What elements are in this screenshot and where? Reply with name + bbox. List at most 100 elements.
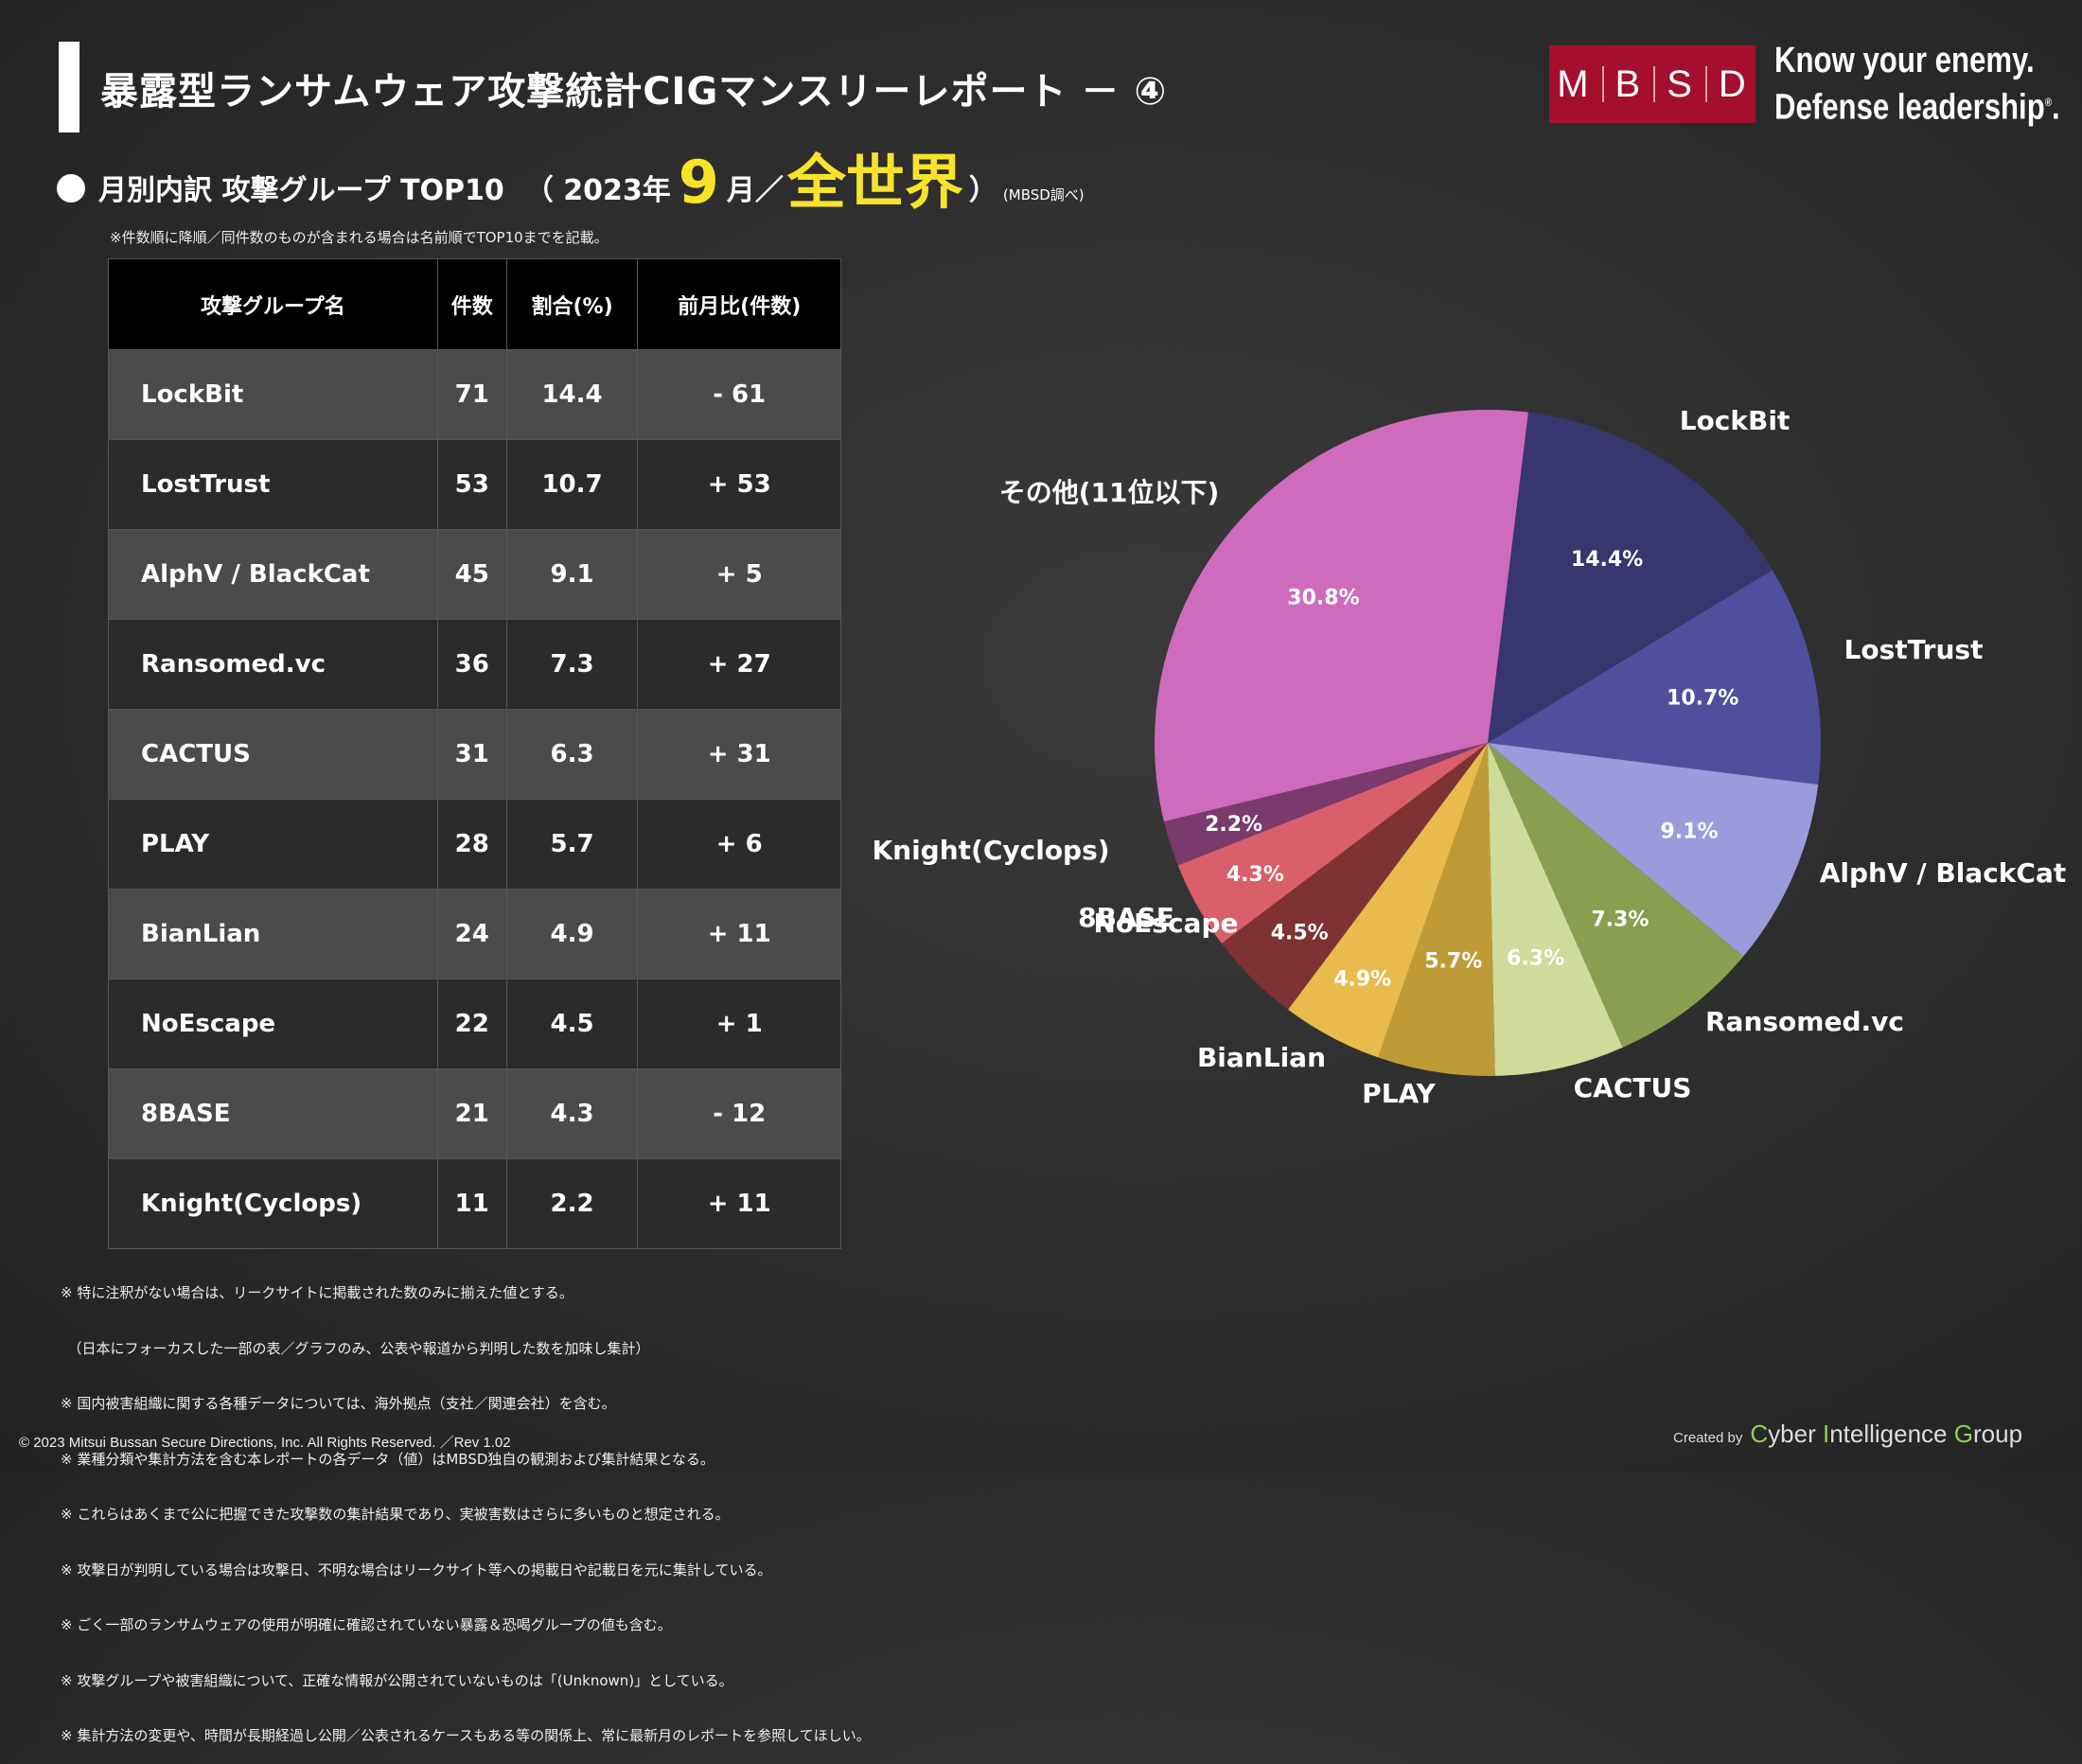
logo-separator [1704,66,1707,102]
pie-slice [1488,743,1819,957]
slice-percent-label: 4.9% [1333,968,1391,992]
cell-ratio: 4.5 [505,979,639,1069]
footnote: ※ ごく一部のランサムウェアの使用が明確に確認されていない暴露＆恐喝グループの値… [61,1616,672,1633]
slice-category-label: Ransomed.vc [1705,1006,1904,1037]
cell-count: 21 [436,1068,507,1159]
logo-letter: B [1614,62,1643,105]
cell-count: 45 [436,529,507,620]
table-row: PLAY 28 5.7 + 6 [108,799,841,890]
footnote: ※ 特に注釈がない場合は、リークサイトに掲載された数のみに揃えた値とする。 [61,1284,573,1301]
slice-percent-label: 9.1% [1661,820,1719,844]
pie-slice [1177,743,1488,944]
cell-ratio: 2.2 [505,1158,639,1249]
cell-ratio: 5.7 [505,799,639,890]
logo-letter: M [1557,62,1591,105]
cell-group-name: Knight(Cyclops) [108,1158,438,1249]
pie-slice [1221,743,1488,1010]
slice-percent-label: 6.3% [1507,947,1564,971]
tagline-line1: Know your enemy. [1774,41,2035,80]
slice-category-label: CACTUS [1574,1072,1692,1103]
title-accent-bar [59,42,79,132]
slice-category-label: NoEscape [1094,908,1239,939]
table-row: NoEscape 22 4.5 + 1 [108,979,841,1069]
slice-category-label: LockBit [1680,405,1791,436]
cell-group-name: BianLian [108,889,438,979]
cell-change: + 53 [637,439,841,530]
table-row: AlphV / BlackCat 45 9.1 + 5 [108,529,841,620]
slice-percent-label: 14.4% [1571,548,1643,572]
header-group-name: 攻撃グループ名 [108,258,438,350]
footnote: ※ これらはあくまで公に把握できた攻撃数の集計結果であり、実被害数はさらに多いも… [61,1506,730,1523]
cell-group-name: AlphV / BlackCat [108,529,438,620]
table-row: LockBit 71 14.4- 61 [108,349,841,440]
slice-category-label: BianLian [1197,1042,1326,1073]
cell-group-name: LostTrust [108,439,438,530]
cell-ratio: 9.1 [505,529,639,620]
table-header-row: 攻撃グループ名 件数 割合(%) 前月比(件数) [108,258,841,350]
subtitle-month-unit: 月／ [726,174,784,207]
cell-ratio: 14.4 [505,349,639,440]
subtitle-region: 全世界 [786,148,963,217]
pie-slice [1488,743,1744,1048]
subtitle-close: ） [968,174,997,207]
table-row: BianLian 24 4.9 + 11 [108,889,841,979]
pie-slice [1288,743,1488,1058]
cell-change: + 5 [637,529,841,620]
slice-category-label: 8BASE [1078,902,1174,933]
cell-count: 31 [436,709,507,800]
cell-change: + 1 [637,979,841,1069]
section-subtitle: 月別内訳 攻撃グループ TOP10 （ 2023年 9 月／ 全世界 ） (MB… [57,151,1085,214]
pie-slice [1488,412,1773,743]
pie-slice [1488,570,1821,785]
pie-chart: 14.4% 10.7% 9.1% 7.3% 6.3% 5.7% 4.9% 4.5% 4.3% 2.… [999,405,2067,1103]
table-row: Knight(Cyclops) 11 2.2 + 11 [108,1158,841,1249]
slice-category-label: AlphV / BlackCat [1820,857,2067,889]
cell-ratio: 7.3 [505,619,639,710]
subtitle-label: 月別内訳 攻撃グループ TOP10 [98,174,504,207]
cell-change: + 27 [637,619,841,710]
pie-slice [1155,410,1528,822]
header-ratio: 割合(%) [505,258,639,350]
copyright: © 2023 Mitsui Bussan Secure Directions, … [19,1435,511,1451]
logo-separator [1653,66,1656,102]
footnote: ※ 攻撃日が判明している場合は攻撃日、不明な場合はリークサイト等への掲載日や記載… [61,1561,772,1579]
footnote: （日本にフォーカスした一部の表／グラフのみ、公表や報道から判明した数を加味し集計… [61,1339,650,1357]
cell-group-name: 8BASE [108,1068,438,1159]
cell-change: + 6 [637,799,841,890]
table-row: Ransomed.vc 36 7.3 + 27 [108,619,841,710]
cell-change: - 61 [637,349,841,440]
cell-group-name: LockBit [108,349,438,440]
cell-group-name: NoEscape [108,979,438,1069]
cell-group-name: CACTUS [108,709,438,800]
cell-ratio: 4.3 [505,1068,639,1159]
cell-change: + 11 [637,1158,841,1249]
slice-category-label: LostTrust [1844,634,1984,665]
table-row: CACTUS 31 6.3 + 31 [108,709,841,800]
cell-ratio: 10.7 [505,439,639,530]
cell-count: 71 [436,349,507,440]
tagline-line2: Defense leadership®. [1774,87,2060,128]
page-title: 暴露型ランサムウェア攻撃統計CIGマンスリーレポート － ④ [100,70,1168,114]
cell-count: 24 [436,889,507,979]
slice-percent-label: 4.3% [1226,863,1284,887]
footnote: ※ 業種分類や集計方法を含む本レポートの各データ（値）はMBSD独自の観測および… [61,1450,715,1468]
slice-percent-label: 2.2% [1205,813,1262,837]
subtitle-year: （ 2023年 [524,174,671,207]
cell-count: 22 [436,979,507,1069]
cell-change: - 12 [637,1068,841,1159]
logo-letter: S [1667,62,1694,105]
footnote: ※ 攻撃グループや被害組織について、正確な情報が公開されていないものは「(Unk… [61,1671,733,1689]
pie-slice [1163,743,1488,866]
cell-count: 28 [436,799,507,890]
cell-count: 11 [436,1158,507,1249]
cig-logo-text: Cyber Intelligence Group [1750,1420,2023,1448]
header-change: 前月比(件数) [637,258,841,350]
tagline: Know your enemy. Defense leadership®. [1774,40,2060,129]
created-by-label: Created by [1673,1430,1743,1446]
table-row: 8BASE 21 4.3- 12 [108,1068,841,1159]
cell-group-name: PLAY [108,799,438,890]
slice-category-label: その他(11位以下) [999,477,1220,508]
cell-ratio: 6.3 [505,709,639,800]
footnote: ※ 集計方法の変更や、時間が長期経過し公開／公表されるケースもある等の関係上、常… [61,1727,871,1744]
